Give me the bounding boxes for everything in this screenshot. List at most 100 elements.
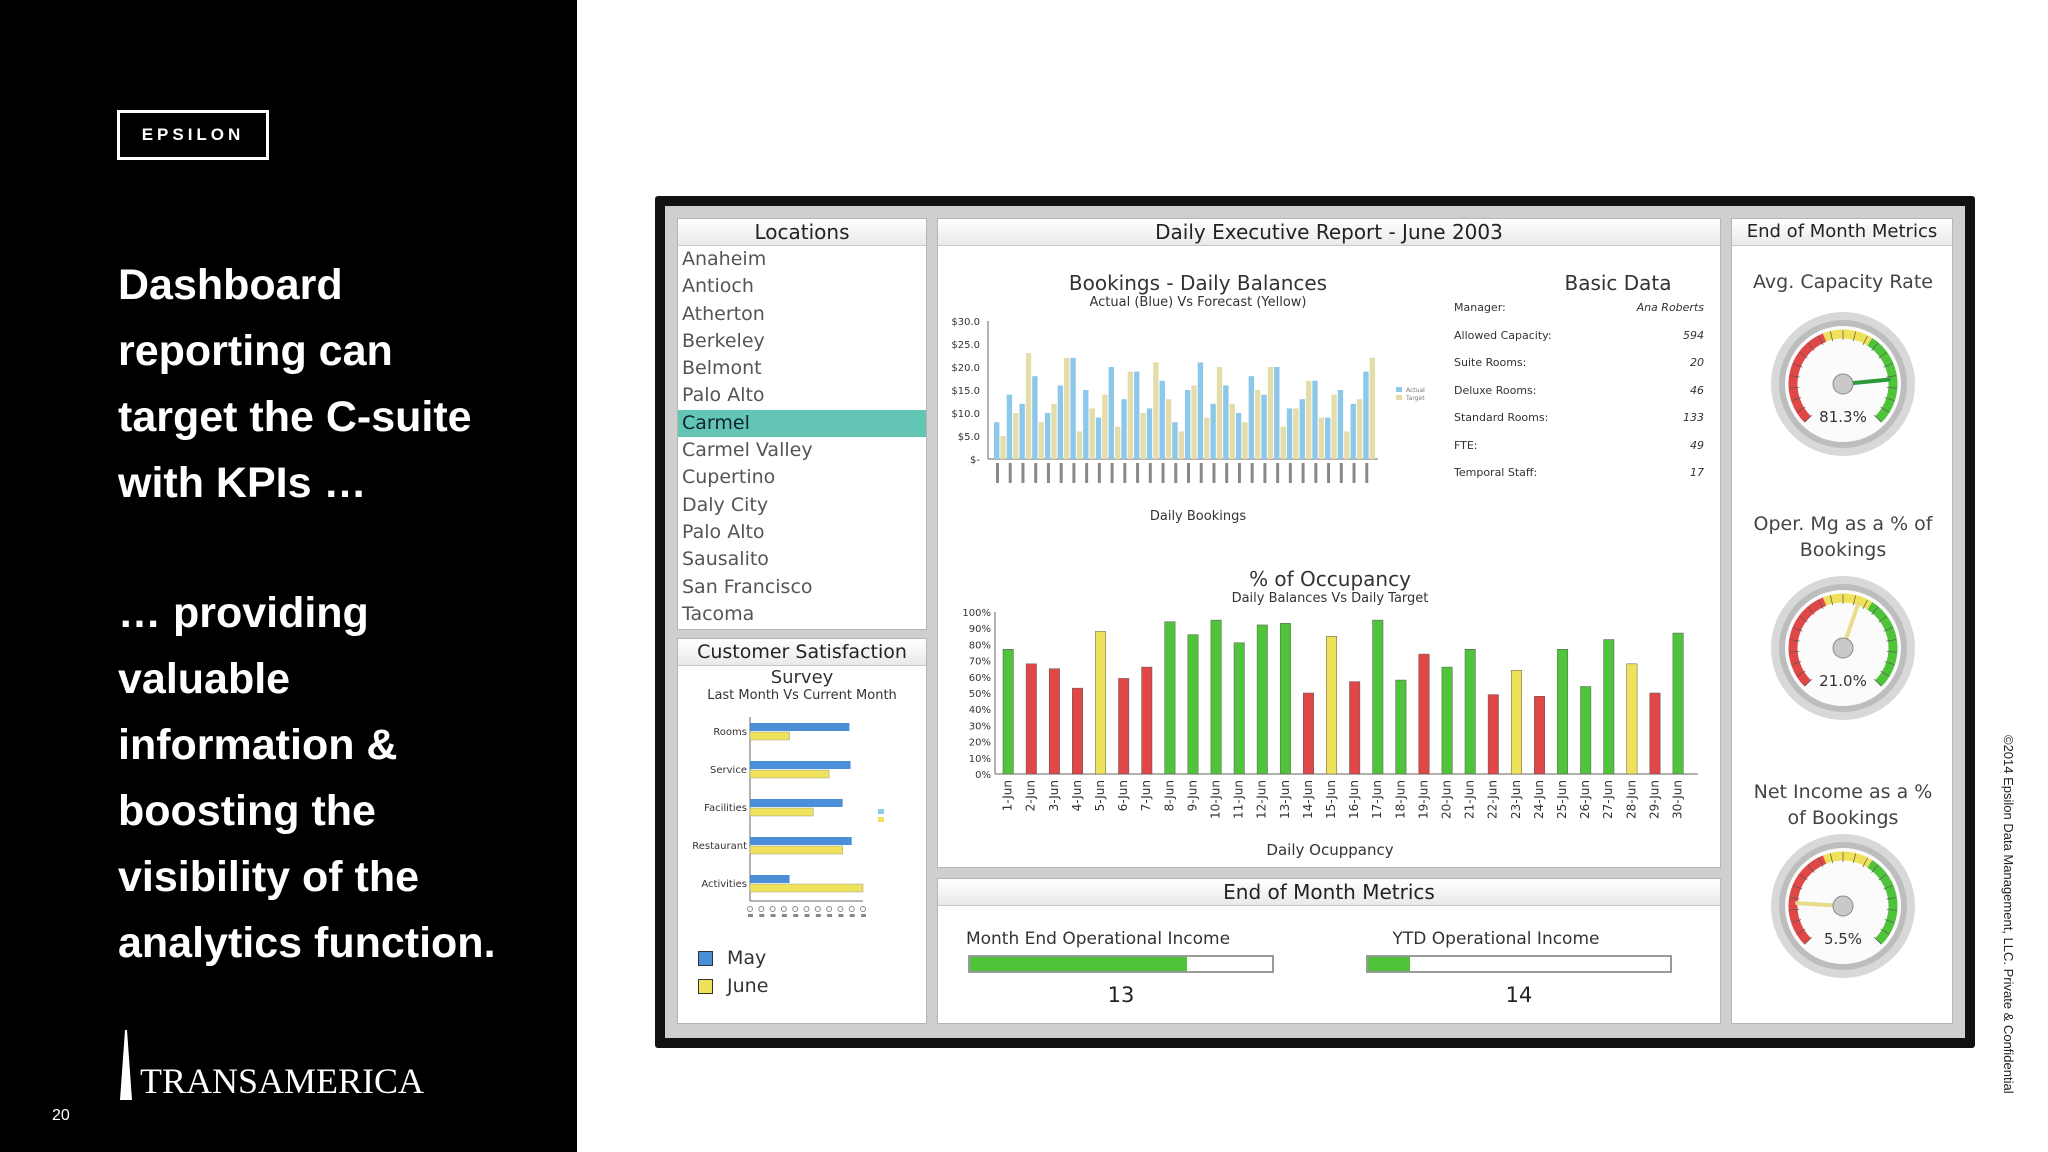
location-item[interactable]: Carmel bbox=[678, 409, 926, 438]
gauge-tick bbox=[1862, 857, 1868, 867]
location-item[interactable]: Antioch bbox=[682, 275, 754, 298]
bookings-bar bbox=[1325, 417, 1331, 459]
location-item[interactable]: Berkeley bbox=[682, 329, 765, 352]
survey-xtick bbox=[837, 906, 844, 912]
location-item[interactable]: Anaheim bbox=[682, 248, 767, 270]
occupancy-xtick: 8-Jun bbox=[1162, 780, 1176, 811]
location-item[interactable]: Tacoma bbox=[682, 602, 755, 625]
bookings-xtick bbox=[1352, 463, 1356, 483]
net-income-gauge: 5.5% bbox=[1771, 834, 1915, 978]
bookings-xtick bbox=[1034, 463, 1038, 483]
occupancy-bar bbox=[1164, 621, 1176, 775]
bookings-subtitle: Actual (Blue) Vs Forecast (Yellow) bbox=[1089, 295, 1307, 310]
bookings-bar bbox=[1178, 431, 1184, 459]
bookings-bar bbox=[1159, 380, 1165, 459]
headline-line: Dashboard bbox=[118, 261, 343, 309]
location-item[interactable]: Belmont bbox=[682, 357, 762, 380]
occupancy-xtick: 4-Jun bbox=[1070, 780, 1084, 811]
legend-item-may: May bbox=[698, 944, 768, 972]
location-item[interactable]: Atherton bbox=[682, 302, 765, 325]
bookings-bar bbox=[1369, 357, 1375, 459]
gauge-tick bbox=[1880, 670, 1890, 677]
gauge-tick bbox=[1789, 387, 1800, 389]
bookings-xtick bbox=[1097, 463, 1101, 483]
survey-xtick bbox=[815, 914, 821, 917]
occupancy-bar bbox=[1233, 642, 1245, 775]
basic-data-row: Standard Rooms: 133 bbox=[1454, 411, 1704, 439]
bookings-bar bbox=[1255, 390, 1261, 459]
occupancy-ytick: 80% bbox=[969, 640, 991, 651]
subheadline-line: … providing bbox=[118, 589, 369, 637]
survey-bar-june bbox=[749, 769, 830, 779]
bookings-bar bbox=[1127, 371, 1134, 459]
bookings-xtick bbox=[1085, 463, 1089, 483]
occupancy-subtitle: Daily Balances Vs Daily Target bbox=[1231, 591, 1429, 606]
gauge-tick bbox=[1883, 627, 1894, 632]
occupancy-ytick: 50% bbox=[969, 689, 991, 700]
bookings-bar bbox=[1248, 376, 1255, 459]
occupancy-xtick: 13-Jun bbox=[1278, 780, 1292, 819]
location-item[interactable]: Sausalito bbox=[682, 548, 769, 571]
gauge-band bbox=[1822, 593, 1873, 610]
gauge-band bbox=[1822, 851, 1873, 868]
survey-title: Customer Satisfaction bbox=[678, 639, 926, 666]
occupancy-xtick: 15-Jun bbox=[1324, 780, 1338, 819]
gauge-tick bbox=[1789, 651, 1800, 653]
occupancy-xtick: 11-Jun bbox=[1232, 780, 1246, 819]
occupancy-xtick: 20-Jun bbox=[1439, 780, 1453, 819]
bookings-bar bbox=[1165, 399, 1172, 459]
bookings-bar bbox=[1000, 436, 1006, 459]
gauge-tick bbox=[1873, 414, 1882, 423]
bookings-bar bbox=[1305, 380, 1312, 459]
gauge-label: Net Income as a % of Bookings bbox=[1753, 781, 1933, 829]
gauge-band bbox=[1788, 597, 1827, 687]
bookings-xtick bbox=[1365, 463, 1369, 483]
bookings-bar bbox=[1242, 422, 1248, 459]
legend-swatch-target bbox=[1396, 395, 1402, 400]
bookings-bar bbox=[1337, 390, 1344, 459]
gauge-tick bbox=[1789, 909, 1800, 911]
bookings-bar bbox=[1363, 371, 1369, 459]
bookings-bar bbox=[1089, 408, 1095, 459]
location-item[interactable]: San Francisco bbox=[682, 575, 813, 598]
gauge-tick bbox=[1852, 331, 1856, 342]
survey-xtick bbox=[826, 906, 833, 912]
bookings-xtick bbox=[1046, 463, 1050, 483]
survey-xtick bbox=[848, 906, 855, 912]
occupancy-xtick: 29-Jun bbox=[1647, 780, 1661, 819]
headline-line: reporting can bbox=[118, 327, 393, 375]
gauge-tick bbox=[1789, 375, 1800, 378]
location-item[interactable]: Daly City bbox=[682, 493, 769, 516]
bookings-xtick bbox=[1161, 463, 1165, 483]
basic-data-value: 594 bbox=[1683, 328, 1704, 342]
occupancy-bar bbox=[1603, 639, 1615, 775]
occupancy-bar bbox=[1649, 692, 1661, 775]
bookings-bar bbox=[1064, 357, 1070, 459]
location-item[interactable]: Cupertino bbox=[682, 466, 776, 489]
gauge-tick bbox=[1792, 627, 1803, 632]
bookings-bar bbox=[1293, 408, 1299, 459]
bookings-bar bbox=[1318, 417, 1325, 459]
report-title: Daily Executive Report - June 2003 bbox=[938, 219, 1720, 246]
subheadline-line: valuable bbox=[118, 655, 291, 703]
occupancy-ytick: 60% bbox=[969, 673, 991, 684]
bookings-xtick bbox=[1276, 463, 1280, 483]
survey-xtick bbox=[748, 914, 753, 917]
gauge-tick bbox=[1852, 595, 1856, 606]
gauge-tick bbox=[1796, 670, 1806, 677]
gauge-tick bbox=[1871, 864, 1879, 873]
eom-side-title: End of Month Metrics bbox=[1732, 219, 1952, 246]
gauge-tick bbox=[1818, 599, 1824, 609]
gauge-tick bbox=[1871, 342, 1879, 351]
survey-bar-june bbox=[749, 845, 843, 855]
bookings-xtick bbox=[1187, 463, 1190, 483]
gauge-tick bbox=[1880, 928, 1890, 935]
location-item[interactable]: Palo Alto bbox=[682, 384, 765, 407]
location-item[interactable]: Carmel Valley bbox=[682, 439, 813, 462]
gauge-value: 21.0% bbox=[1819, 672, 1867, 690]
location-item[interactable]: Palo Alto bbox=[682, 520, 765, 543]
gauge-tick bbox=[1789, 639, 1800, 642]
gauge-band bbox=[1867, 601, 1898, 687]
occupancy-xtick: 25-Jun bbox=[1555, 780, 1569, 819]
occupancy-bar bbox=[1510, 670, 1522, 775]
